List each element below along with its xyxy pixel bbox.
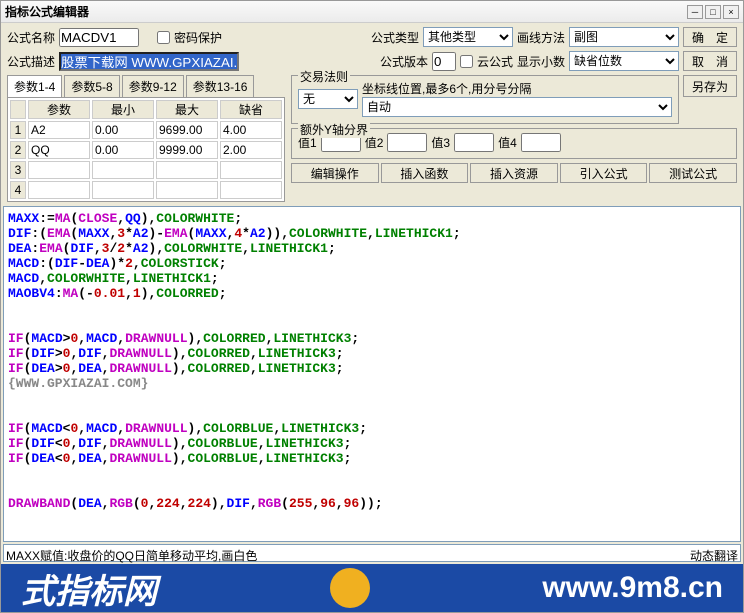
saveas-button[interactable]: 另存为: [683, 75, 737, 97]
param-table: 参数 最小 最大 缺省 1 2 3 4: [7, 97, 285, 202]
col-min: 最小: [92, 100, 154, 119]
col-def: 缺省: [220, 100, 282, 119]
draw-method-select[interactable]: 副图: [569, 27, 679, 47]
param-def-input[interactable]: [221, 122, 281, 138]
watermark-left: 式指标网: [21, 564, 157, 613]
status-right: 动态翻译: [690, 547, 738, 559]
ok-button[interactable]: 确 定: [683, 27, 737, 47]
test-button[interactable]: 测试公式: [649, 163, 737, 183]
code-editor[interactable]: MAXX:=MA(CLOSE,QQ),COLORWHITE;DIF:(EMA(M…: [3, 206, 741, 542]
param-max-input[interactable]: [157, 162, 217, 178]
param-min-input[interactable]: [93, 182, 153, 198]
param-min-input[interactable]: [93, 122, 153, 138]
status-left: MAXX赋值:收盘价的QQ日简单移动平均,画白色: [6, 547, 257, 559]
trade-rule-select[interactable]: 无: [298, 89, 358, 109]
param-row: 4: [10, 181, 282, 199]
param-name-input[interactable]: [29, 182, 89, 198]
param-max-input[interactable]: [157, 122, 217, 138]
password-checkbox[interactable]: [157, 31, 170, 44]
label-cloud: 云公式: [477, 53, 513, 70]
formula-type-select[interactable]: 其他类型: [423, 27, 513, 47]
param-name-input[interactable]: [29, 162, 89, 178]
tab-params-13-16[interactable]: 参数13-16: [186, 75, 255, 97]
trade-rule-title: 交易法则: [298, 68, 350, 85]
y4-input[interactable]: [521, 133, 561, 152]
cloud-checkbox[interactable]: [460, 55, 473, 68]
edit-op-button[interactable]: 编辑操作: [291, 163, 379, 183]
param-def-input[interactable]: [221, 182, 281, 198]
param-row: 3: [10, 161, 282, 179]
y2-input[interactable]: [387, 133, 427, 152]
param-max-input[interactable]: [157, 142, 217, 158]
col-max: 最大: [156, 100, 218, 119]
watermark-right: www.9m8.cn: [542, 571, 723, 605]
formula-name-input[interactable]: [59, 28, 139, 47]
param-max-input[interactable]: [157, 182, 217, 198]
param-row: 2: [10, 141, 282, 159]
coord-hint: 坐标线位置,最多6个,用分号分隔: [362, 80, 672, 97]
watermark: 式指标网 www.9m8.cn: [1, 564, 743, 612]
import-button[interactable]: 引入公式: [560, 163, 648, 183]
label-ver: 公式版本: [380, 53, 428, 70]
formula-ver-input[interactable]: [432, 52, 456, 71]
minimize-button[interactable]: ─: [687, 5, 703, 19]
insert-res-button[interactable]: 插入资源: [470, 163, 558, 183]
decimal-select[interactable]: 缺省位数: [569, 51, 679, 71]
label-type: 公式类型: [371, 29, 419, 46]
label-desc: 公式描述: [7, 53, 55, 70]
col-param: 参数: [28, 100, 90, 119]
param-name-input[interactable]: [29, 122, 89, 138]
coord-select[interactable]: 自动: [362, 97, 672, 117]
insert-func-button[interactable]: 插入函数: [381, 163, 469, 183]
label-draw: 画线方法: [517, 29, 565, 46]
status-bar: MAXX赋值:收盘价的QQ日简单移动平均,画白色 动态翻译: [3, 544, 741, 562]
param-name-input[interactable]: [29, 142, 89, 158]
window-title: 指标公式编辑器: [5, 3, 687, 20]
logo-icon: [330, 568, 370, 608]
tab-params-5-8[interactable]: 参数5-8: [64, 75, 119, 97]
param-def-input[interactable]: [221, 162, 281, 178]
param-def-input[interactable]: [221, 142, 281, 158]
label-name: 公式名称: [7, 29, 55, 46]
tab-params-9-12[interactable]: 参数9-12: [122, 75, 184, 97]
param-row: 1: [10, 121, 282, 139]
tab-params-1-4[interactable]: 参数1-4: [7, 75, 62, 97]
param-min-input[interactable]: [93, 162, 153, 178]
y3-input[interactable]: [454, 133, 494, 152]
label-pwd: 密码保护: [174, 29, 222, 46]
yaxis-title: 额外Y轴分界: [298, 121, 370, 138]
formula-desc-input[interactable]: [59, 52, 239, 71]
titlebar: 指标公式编辑器 ─ □ ×: [1, 1, 743, 23]
param-tabs: 参数1-4 参数5-8 参数9-12 参数13-16: [7, 75, 285, 97]
cancel-button[interactable]: 取 消: [683, 51, 737, 71]
param-min-input[interactable]: [93, 142, 153, 158]
maximize-button[interactable]: □: [705, 5, 721, 19]
close-button[interactable]: ×: [723, 5, 739, 19]
label-dec: 显示小数: [517, 53, 565, 70]
